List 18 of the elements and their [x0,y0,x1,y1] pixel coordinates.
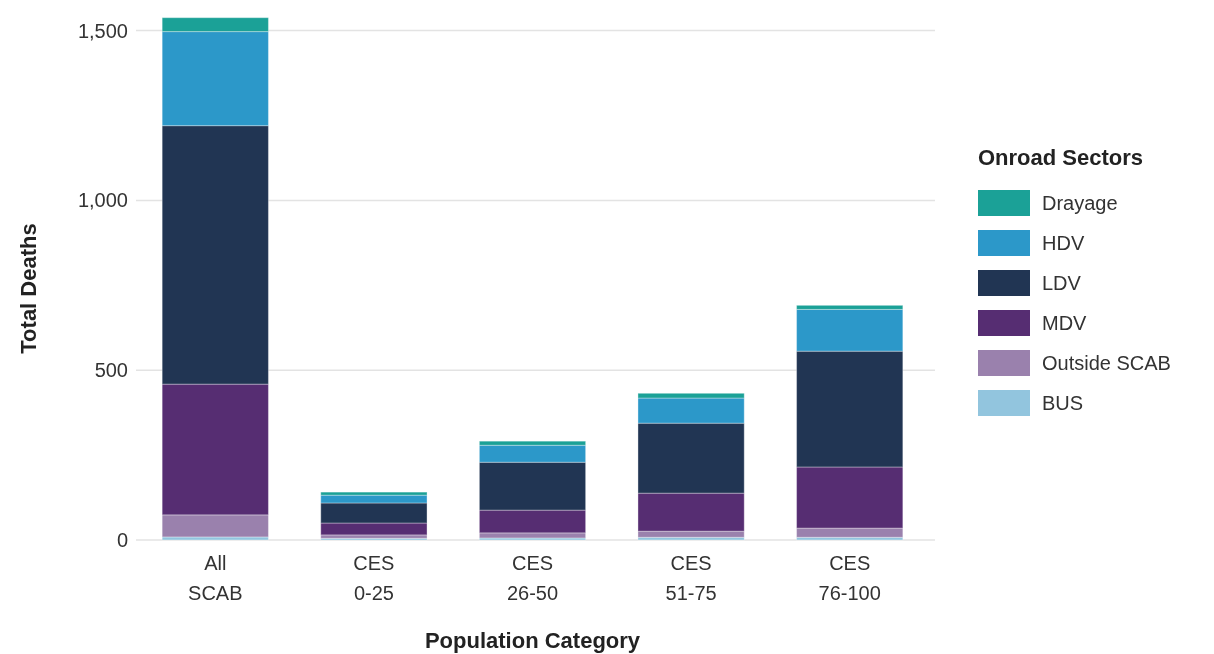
legend-label: MDV [1042,312,1088,334]
legend-title: Onroad Sectors [978,145,1144,170]
legend-label: BUS [1042,392,1084,414]
y-tick-label: 1,500 [77,19,128,42]
x-tick-label: CES 76-100 [818,552,881,604]
legend-label: LDV [1042,272,1082,294]
legend-label: Outside SCAB [1042,352,1171,374]
y-tick-label: 1,000 [77,189,128,212]
legend-label: Drayage [1042,192,1118,214]
y-axis-title: Total Deaths [16,223,41,354]
x-tick-label: All SCAB [188,552,243,604]
y-tick-label: 0 [116,529,128,551]
x-tick-label: CES 0-25 [353,552,395,604]
y-tick-label: 500 [94,359,128,382]
x-tick-label: CES 26-50 [506,552,559,604]
legend-label: HDV [1042,232,1085,254]
x-tick-label: CES 51-75 [665,552,717,604]
x-axis-title: Population Category [424,628,641,653]
